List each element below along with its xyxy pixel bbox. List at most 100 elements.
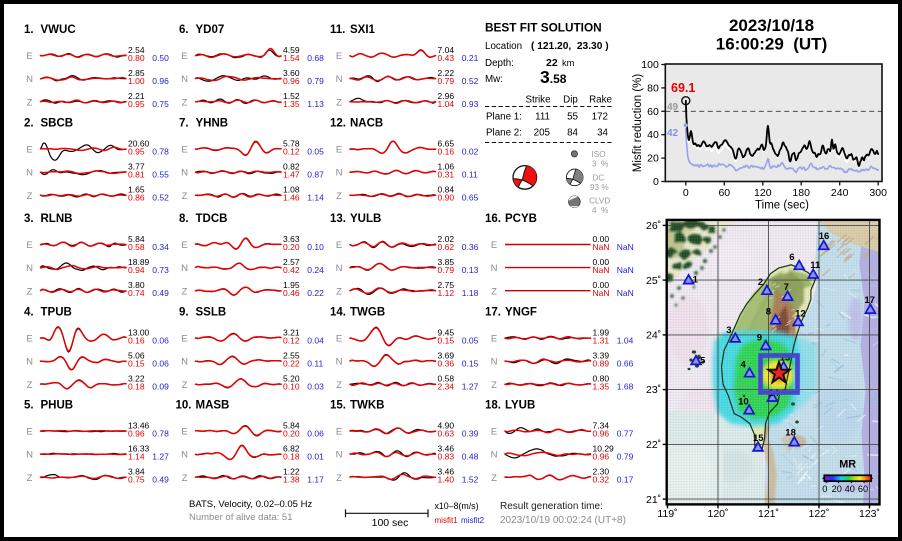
svg-text:0.49: 0.49 bbox=[152, 475, 169, 485]
svg-text:0.75: 0.75 bbox=[152, 99, 169, 109]
svg-text:E: E bbox=[336, 145, 342, 156]
svg-text:Rake: Rake bbox=[589, 95, 612, 106]
svg-text:0.63: 0.63 bbox=[438, 428, 455, 438]
svg-text:VWUC: VWUC bbox=[41, 24, 76, 36]
svg-text:0.00: 0.00 bbox=[593, 257, 610, 267]
svg-text:18.: 18. bbox=[485, 400, 501, 412]
svg-text:2.55: 2.55 bbox=[283, 351, 300, 361]
svg-text:E: E bbox=[181, 427, 187, 438]
svg-text:0.79: 0.79 bbox=[617, 452, 634, 462]
svg-text:1.00: 1.00 bbox=[128, 76, 145, 86]
svg-text:120˚: 120˚ bbox=[707, 508, 728, 520]
svg-text:1.08: 1.08 bbox=[283, 185, 300, 195]
svg-text:0.05: 0.05 bbox=[307, 146, 324, 156]
svg-text:2023/10/19 00:02:24 (UT+8): 2023/10/19 00:02:24 (UT+8) bbox=[500, 515, 626, 526]
svg-text:18: 18 bbox=[785, 428, 796, 439]
svg-text:Z: Z bbox=[336, 191, 342, 202]
svg-text:0.20: 0.20 bbox=[283, 428, 300, 438]
svg-text:0.11: 0.11 bbox=[307, 359, 323, 369]
svg-text:0.01: 0.01 bbox=[307, 452, 324, 462]
svg-text:12: 12 bbox=[795, 308, 806, 319]
svg-text:TPUB: TPUB bbox=[41, 307, 72, 319]
svg-text:Mw:: Mw: bbox=[485, 74, 503, 85]
svg-text:40: 40 bbox=[647, 129, 659, 141]
svg-text:17.: 17. bbox=[485, 307, 501, 319]
svg-text:205: 205 bbox=[534, 128, 551, 139]
svg-text:14.: 14. bbox=[330, 307, 346, 319]
svg-text:1.40: 1.40 bbox=[438, 475, 455, 485]
svg-text:0.13: 0.13 bbox=[462, 265, 479, 275]
svg-text:0.10: 0.10 bbox=[307, 242, 324, 252]
svg-text:E: E bbox=[181, 51, 187, 62]
svg-text:0.34: 0.34 bbox=[152, 242, 169, 252]
svg-text:1.: 1. bbox=[24, 24, 34, 36]
svg-text:2.57: 2.57 bbox=[283, 257, 300, 267]
svg-text:E: E bbox=[336, 427, 342, 438]
svg-text:119˚: 119˚ bbox=[657, 508, 677, 520]
svg-text:0.09: 0.09 bbox=[152, 382, 169, 392]
svg-text:13.00: 13.00 bbox=[128, 328, 150, 338]
svg-text:1.47: 1.47 bbox=[283, 170, 300, 180]
svg-text:0.90: 0.90 bbox=[438, 193, 455, 203]
svg-text:NACB: NACB bbox=[350, 118, 383, 130]
svg-text:Z: Z bbox=[27, 473, 33, 484]
svg-text:3.69: 3.69 bbox=[438, 351, 455, 361]
svg-text:16.33: 16.33 bbox=[128, 444, 150, 454]
svg-text:N: N bbox=[336, 450, 343, 461]
svg-text:0.21: 0.21 bbox=[462, 53, 479, 63]
svg-text:15.: 15. bbox=[330, 400, 346, 412]
svg-text:10.: 10. bbox=[176, 400, 192, 412]
svg-text:122˚: 122˚ bbox=[808, 508, 829, 520]
svg-text:55: 55 bbox=[567, 112, 578, 123]
svg-text:NaN: NaN bbox=[593, 242, 610, 252]
svg-text:3.46: 3.46 bbox=[438, 467, 455, 477]
svg-text:1.06: 1.06 bbox=[438, 162, 455, 172]
svg-text:TDCB: TDCB bbox=[196, 213, 228, 225]
svg-text:0.84: 0.84 bbox=[438, 185, 455, 195]
svg-text:Z: Z bbox=[336, 286, 342, 297]
svg-text:YNGF: YNGF bbox=[505, 307, 537, 319]
svg-text:N: N bbox=[491, 263, 498, 274]
svg-text:Z: Z bbox=[27, 191, 33, 202]
svg-text:60: 60 bbox=[647, 106, 659, 118]
svg-text:0.82: 0.82 bbox=[283, 162, 300, 172]
svg-text:0.96: 0.96 bbox=[152, 76, 169, 86]
svg-text:1.18: 1.18 bbox=[462, 288, 479, 298]
svg-text:NaN: NaN bbox=[617, 288, 634, 298]
svg-text:SSLB: SSLB bbox=[196, 307, 227, 319]
svg-text:121˚: 121˚ bbox=[758, 508, 779, 520]
svg-text:1.52: 1.52 bbox=[462, 475, 479, 485]
svg-text:1.27: 1.27 bbox=[462, 382, 479, 392]
svg-text:0.66: 0.66 bbox=[617, 359, 634, 369]
svg-text:0.06: 0.06 bbox=[152, 335, 169, 345]
svg-text:Location: Location bbox=[485, 41, 522, 52]
svg-text:1.54: 1.54 bbox=[283, 53, 300, 63]
svg-text:E: E bbox=[26, 334, 32, 345]
svg-text:13.46: 13.46 bbox=[128, 421, 150, 431]
svg-text:YULB: YULB bbox=[350, 213, 381, 225]
svg-text:12.: 12. bbox=[330, 118, 346, 130]
svg-text:NaN: NaN bbox=[617, 242, 634, 252]
svg-text:2.22: 2.22 bbox=[438, 68, 455, 78]
svg-text:E: E bbox=[491, 427, 497, 438]
svg-text:RLNB: RLNB bbox=[41, 213, 73, 225]
svg-text:22˚: 22˚ bbox=[646, 439, 661, 451]
svg-text:0.48: 0.48 bbox=[462, 452, 479, 462]
svg-text:E: E bbox=[26, 240, 32, 251]
svg-text:7.: 7. bbox=[179, 118, 189, 130]
svg-text:0.58: 0.58 bbox=[438, 374, 455, 384]
svg-text:60: 60 bbox=[718, 187, 730, 199]
svg-text:0.12: 0.12 bbox=[283, 335, 300, 345]
svg-text:1.46: 1.46 bbox=[283, 193, 300, 203]
svg-text:N: N bbox=[491, 450, 498, 461]
svg-text:Result generation time:: Result generation time: bbox=[500, 501, 603, 512]
svg-text:Plane 1:: Plane 1: bbox=[486, 112, 522, 123]
svg-text:PHUB: PHUB bbox=[41, 400, 74, 412]
svg-text:0.12: 0.12 bbox=[283, 146, 300, 156]
svg-text:5.84: 5.84 bbox=[283, 421, 300, 431]
svg-text:2.85: 2.85 bbox=[128, 68, 145, 78]
svg-text:N: N bbox=[181, 263, 188, 274]
svg-text:NaN: NaN bbox=[617, 265, 634, 275]
svg-text:2023/10/18: 2023/10/18 bbox=[729, 16, 814, 35]
svg-text:80: 80 bbox=[647, 82, 659, 94]
